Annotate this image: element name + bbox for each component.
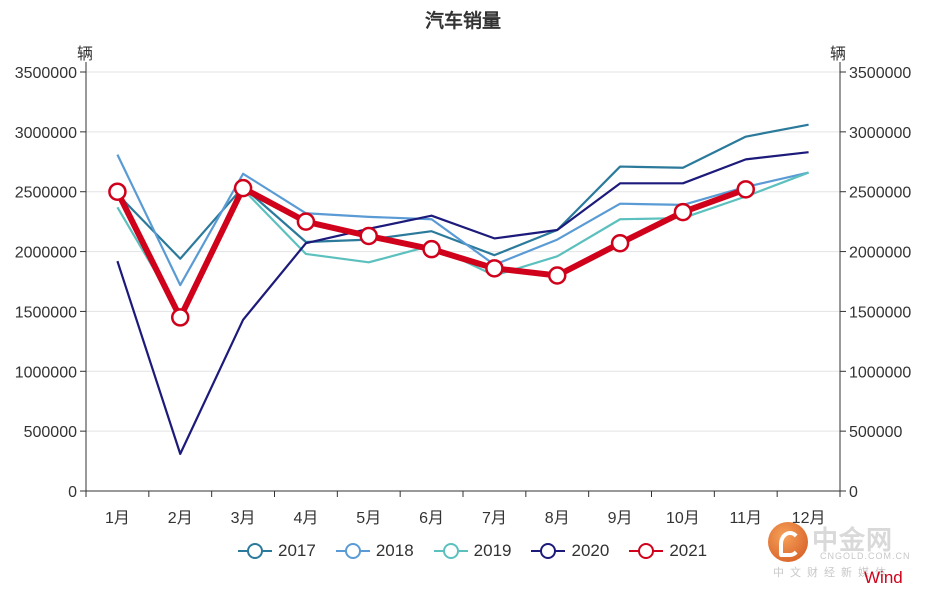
data-point-2021 (548, 266, 567, 285)
x-tick-label: 1月 (105, 510, 130, 527)
x-tick-label: 10月 (666, 510, 700, 527)
x-tick-label: 4月 (293, 510, 318, 527)
legend: 2017 2018 2019 2020 2021 (238, 541, 707, 561)
y-tick-label-left: 1500000 (15, 304, 77, 321)
y-tick-label-right: 3500000 (849, 65, 911, 82)
y-tick-label-left: 1000000 (15, 364, 77, 381)
x-tick-label: 2月 (168, 510, 193, 527)
legend-marker-icon (238, 543, 272, 559)
legend-label: 2018 (375, 541, 414, 560)
x-tick-label: 9月 (608, 510, 633, 527)
legend-marker-icon (531, 543, 566, 559)
y-tick-label-right: 2500000 (849, 185, 911, 202)
series-line-2020 (116, 151, 809, 455)
y-tick-label-right: 500000 (849, 424, 902, 441)
y-tick-label-left: 3500000 (15, 65, 77, 82)
watermark-domain: CNGOLD.COM.CN (820, 551, 911, 561)
data-point-2021 (171, 308, 190, 327)
legend-marker-icon (629, 543, 664, 559)
x-tick-label: 8月 (545, 510, 570, 527)
y-tick-label-right: 0 (849, 484, 858, 501)
y-tick-label-right: 1000000 (849, 364, 911, 381)
legend-item-2018[interactable]: 2018 (335, 541, 414, 561)
data-point-2021 (673, 202, 693, 222)
y-axis-right-unit: 辆 (830, 46, 847, 63)
legend-label: 2020 (571, 541, 610, 560)
watermark-tagline: 中文财经新媒体 (773, 567, 892, 579)
cngold-logo-icon (768, 522, 808, 562)
x-tick-label: 6月 (419, 510, 444, 527)
y-tick-label-left: 2000000 (15, 245, 77, 262)
data-point-2021 (108, 182, 127, 201)
legend-item-2021[interactable]: 2021 (629, 541, 707, 561)
legend-label: 2017 (278, 541, 316, 560)
y-axis-left-unit: 辆 (77, 46, 94, 63)
x-tick-label: 5月 (356, 510, 381, 527)
legend-item-2019[interactable]: 2019 (433, 541, 512, 561)
cngold-watermark: 中金网 CNGOLD.COM.CN 中文财经新媒体 Wind (768, 518, 918, 588)
data-source-label: Wind (864, 568, 903, 587)
legend-item-2020[interactable]: 2020 (531, 541, 609, 561)
legend-item-2017[interactable]: 2017 (238, 541, 316, 561)
data-point-2021 (296, 212, 316, 231)
data-point-2021 (233, 178, 253, 198)
data-point-2021 (610, 233, 630, 253)
watermark-cn-name: 中金网 (812, 525, 894, 555)
data-point-2021 (485, 259, 504, 278)
y-tick-label-left: 0 (68, 484, 77, 501)
y-tick-label-right: 2000000 (849, 245, 911, 262)
y-tick-label-right: 1500000 (849, 304, 911, 321)
y-tick-label-left: 2500000 (15, 185, 77, 202)
y-tick-label-right: 3000000 (849, 125, 911, 142)
series-line-2018 (116, 154, 809, 287)
legend-label: 2021 (669, 541, 708, 560)
x-tick-label: 3月 (231, 510, 256, 527)
data-point-2021 (736, 180, 755, 199)
legend-marker-icon (433, 543, 468, 559)
data-point-2021 (422, 239, 441, 259)
chart-title: 汽车销量 (424, 11, 501, 32)
legend-label: 2019 (473, 541, 512, 560)
x-tick-label: 12月 (792, 510, 826, 527)
y-tick-label-left: 3000000 (15, 125, 77, 142)
data-point-2021 (359, 226, 378, 246)
x-tick-label: 7月 (482, 510, 507, 527)
y-tick-label-left: 500000 (24, 424, 77, 441)
x-tick-label: 11月 (729, 510, 762, 527)
legend-marker-icon (335, 543, 370, 559)
